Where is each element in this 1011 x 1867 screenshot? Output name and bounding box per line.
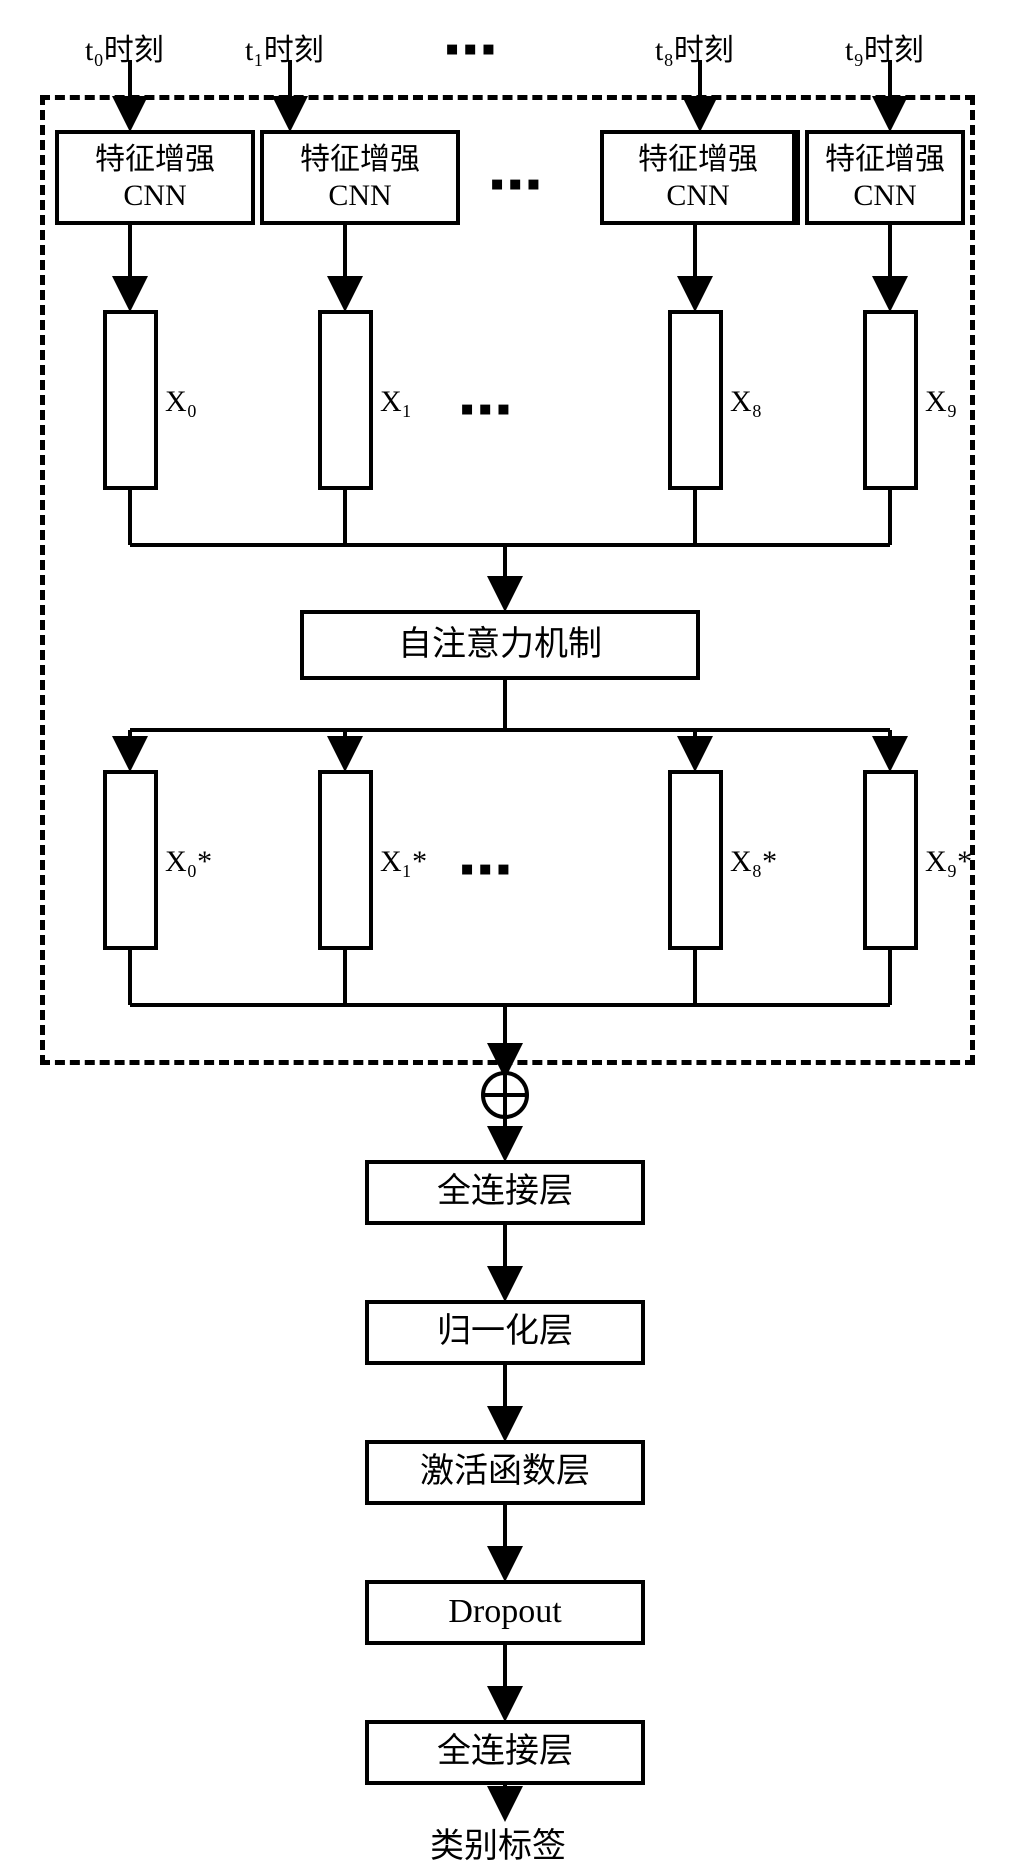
xs-dots: ▪▪▪	[460, 845, 515, 892]
x1-box	[318, 310, 373, 490]
x9-box	[863, 310, 918, 490]
xs9-label: X₉*	[925, 845, 972, 879]
norm-box: 归一化层	[365, 1300, 645, 1365]
fc1-box: 全连接层	[365, 1160, 645, 1225]
x8-box	[668, 310, 723, 490]
cnn-dots: ▪▪▪	[490, 160, 545, 207]
x9-label: X₉	[925, 385, 957, 419]
xs8-label: X₈*	[730, 845, 777, 879]
x0-box	[103, 310, 158, 490]
xs0-box	[103, 770, 158, 950]
label-t8: t₈时刻	[655, 25, 734, 69]
cnn-line1: 特征增强	[638, 142, 758, 178]
label-top-dots: ▪▪▪	[445, 25, 500, 72]
x-dots: ▪▪▪	[460, 385, 515, 432]
xs9-box	[863, 770, 918, 950]
cnn-line2: CNN	[666, 178, 729, 214]
cnn-line2: CNN	[123, 178, 186, 214]
cnn-line2: CNN	[853, 178, 916, 214]
cnn-line1: 特征增强	[825, 142, 945, 178]
dashed-container	[40, 95, 975, 1065]
output-label: 类别标签	[430, 1818, 566, 1867]
attention-box: 自注意力机制	[300, 610, 700, 680]
cnn-box-9: 特征增强 CNN	[805, 130, 965, 225]
fc2-box: 全连接层	[365, 1720, 645, 1785]
cnn-line1: 特征增强	[95, 142, 215, 178]
cnn-line1: 特征增强	[300, 142, 420, 178]
label-t0: t₀时刻	[85, 25, 164, 69]
xs1-box	[318, 770, 373, 950]
xs0-label: X₀*	[165, 845, 212, 879]
label-t9: t₉时刻	[845, 25, 924, 69]
cnn-line2: CNN	[328, 178, 391, 214]
dropout-box: Dropout	[365, 1580, 645, 1645]
x0-label: X₀	[165, 385, 197, 419]
act-box: 激活函数层	[365, 1440, 645, 1505]
xs1-label: X₁*	[380, 845, 427, 879]
diagram-canvas: t₀时刻 t₁时刻 ▪▪▪ t₈时刻 t₉时刻 特征增强 CNN 特征增强 CN…	[0, 0, 1011, 1855]
cnn-box-0: 特征增强 CNN	[55, 130, 255, 225]
x8-label: X₈	[730, 385, 762, 419]
cnn-box-8: 特征增强 CNN	[600, 130, 800, 225]
x1-label: X₁	[380, 385, 412, 419]
xs8-box	[668, 770, 723, 950]
label-t1: t₁时刻	[245, 25, 324, 69]
cnn-box-1: 特征增强 CNN	[260, 130, 460, 225]
